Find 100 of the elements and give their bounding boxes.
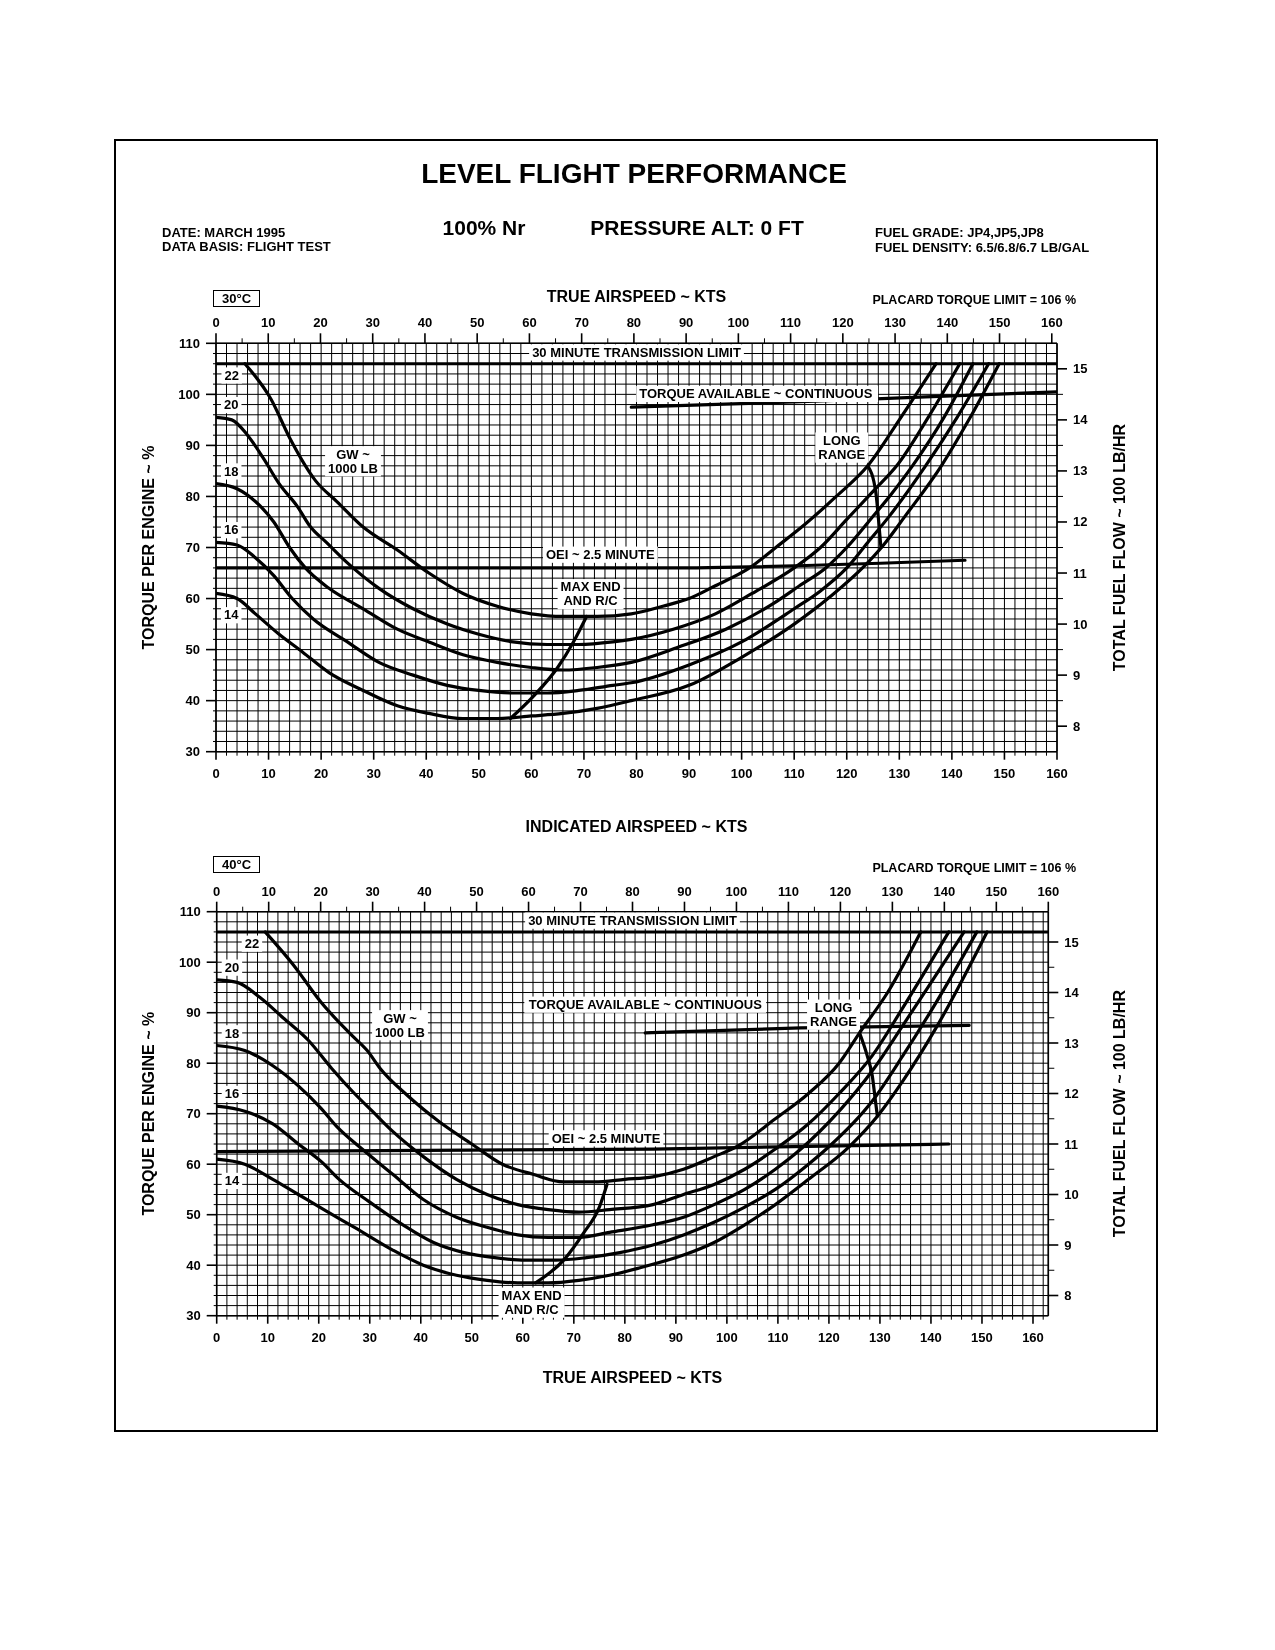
series-label: 16: [224, 522, 239, 538]
x2-tick-label: 90: [677, 883, 692, 899]
x-tick-label: 140: [941, 765, 963, 781]
x-tick-label: 70: [576, 765, 592, 781]
x-tick-label: 100: [716, 1329, 738, 1345]
x-tick-label: 40: [419, 765, 434, 781]
x-tick-label: 100: [730, 765, 753, 781]
y-tick-label: 80: [185, 488, 200, 504]
x-tick-label: 130: [869, 1329, 891, 1345]
series-label: TORQUE AVAILABLE ~ CONTINUOUS: [639, 386, 873, 402]
x2-axis-title: TRUE AIRSPEED ~ KTS: [546, 288, 727, 305]
x-tick-label: 80: [617, 1329, 633, 1345]
y2-tick-label: 10: [1073, 616, 1088, 632]
y-tick-label: 90: [185, 437, 200, 453]
x-tick-label: 60: [524, 765, 539, 781]
x2-tick-label: 70: [574, 315, 589, 331]
x2-tick-label: 60: [522, 315, 537, 331]
y2-tick-label: 15: [1064, 934, 1079, 950]
series-label: LONG RANGE: [818, 432, 866, 462]
x2-tick-label: 110: [777, 883, 799, 899]
text: PRESSURE ALT: 0 FT: [590, 216, 804, 239]
y2-tick-label: 14: [1073, 412, 1089, 428]
text: 100% Nr: [442, 216, 526, 239]
y-axis-title: TORQUE PER ENGINE ~ %: [140, 1011, 158, 1216]
text: FUEL DENSITY: 6.5/6.8/6.7 LB/GAL: [875, 240, 1090, 255]
y-tick-label: 40: [186, 1257, 201, 1273]
y-tick-label: 50: [185, 642, 200, 658]
x-tick-label: 70: [566, 1329, 582, 1345]
x-tick-label: 30: [366, 765, 381, 781]
x2-tick-label: 160: [1040, 315, 1063, 331]
x2-tick-label: 10: [261, 315, 276, 331]
text: DATA BASIS: FLIGHT TEST: [162, 239, 331, 254]
x-tick-label: 60: [515, 1329, 531, 1345]
x-tick-label: 90: [681, 765, 697, 781]
y-tick-label: 70: [186, 1106, 201, 1122]
x-tick-label: 0: [212, 765, 220, 781]
x-tick-label: 110: [767, 1329, 789, 1345]
x-tick-label: 20: [313, 765, 329, 781]
y-tick-label: 60: [186, 1156, 201, 1172]
x-tick-label: 90: [668, 1329, 684, 1345]
x2-tick-label: 130: [881, 883, 904, 899]
series-label: 20: [224, 959, 240, 975]
y-tick-label: 110: [179, 335, 200, 351]
chart-title: LEVEL FLIGHT PERFORMANCE: [421, 158, 847, 190]
x2-tick-label: 90: [678, 315, 694, 331]
y2-axis-title: TOTAL FUEL FLOW ~ 100 LB/HR: [1111, 989, 1129, 1238]
y2-tick-label: 8: [1073, 718, 1081, 734]
y-tick-label: 100: [179, 954, 201, 970]
series-label: MAX END AND R/C: [560, 579, 621, 609]
x-tick-label: 50: [471, 765, 487, 781]
x2-tick-label: 30: [365, 883, 380, 899]
x-tick-label: 10: [261, 765, 276, 781]
x2-tick-label: 50: [469, 315, 485, 331]
y-tick-label: 50: [186, 1207, 201, 1223]
x2-tick-label: 40: [417, 315, 433, 331]
x2-tick-label: 100: [725, 883, 748, 899]
series-label: MAX END AND R/C: [501, 1287, 562, 1317]
series-label: OEI ~ 2.5 MINUTE: [546, 546, 656, 562]
text: 30°C: [213, 290, 261, 307]
x-tick-label: 150: [993, 765, 1016, 781]
x2-tick-label: 80: [626, 315, 642, 331]
series-label: OEI ~ 2.5 MINUTE: [551, 1130, 661, 1146]
y2-tick-label: 12: [1073, 514, 1088, 530]
x2-tick-label: 160: [1037, 883, 1060, 899]
annotation: GW ~ 1000 LB: [375, 1010, 425, 1040]
x2-tick-label: 20: [313, 883, 328, 899]
y2-axis-title: TOTAL FUEL FLOW ~ 100 LB/HR: [1111, 423, 1129, 672]
x-tick-label: 20: [311, 1329, 326, 1345]
x2-tick-label: 130: [884, 315, 906, 331]
y2-tick-label: 13: [1073, 463, 1088, 479]
x2-tick-label: 80: [625, 883, 640, 899]
series-label: 22: [224, 367, 239, 383]
x2-tick-label: 10: [261, 883, 276, 899]
x-tick-label: 120: [818, 1329, 840, 1345]
x2-tick-label: 150: [985, 883, 1008, 899]
y-tick-label: 30: [185, 744, 200, 760]
series-label: 18: [224, 1025, 240, 1041]
x2-tick-label: 140: [933, 883, 956, 899]
x-axis-title: INDICATED AIRSPEED ~ KTS: [525, 818, 748, 835]
series-label: 18: [224, 463, 239, 479]
x2-tick-label: 120: [831, 315, 854, 331]
y-tick-label: 80: [186, 1055, 201, 1071]
y2-tick-label: 14: [1064, 985, 1080, 1000]
annotation: GW ~ 1000 LB: [328, 446, 378, 476]
series-label: LONG RANGE: [810, 999, 858, 1029]
y-axis-title: TORQUE PER ENGINE ~ %: [140, 445, 158, 650]
text: DATE: MARCH 1995: [162, 225, 286, 240]
series-label: 14: [224, 607, 240, 623]
x-tick-label: 150: [971, 1329, 993, 1345]
y-tick-label: 100: [178, 386, 200, 402]
x-tick-label: 110: [783, 765, 805, 781]
x-tick-label: 130: [888, 765, 911, 781]
y2-tick-label: 11: [1073, 565, 1087, 581]
series-label: 16: [224, 1086, 240, 1102]
series-label: 22: [244, 935, 260, 951]
y2-tick-label: 13: [1064, 1035, 1079, 1051]
y2-tick-label: 15: [1073, 361, 1088, 377]
x2-tick-label: 120: [829, 883, 852, 899]
x2-tick-label: 140: [936, 315, 959, 331]
x-tick-label: 30: [362, 1329, 377, 1345]
